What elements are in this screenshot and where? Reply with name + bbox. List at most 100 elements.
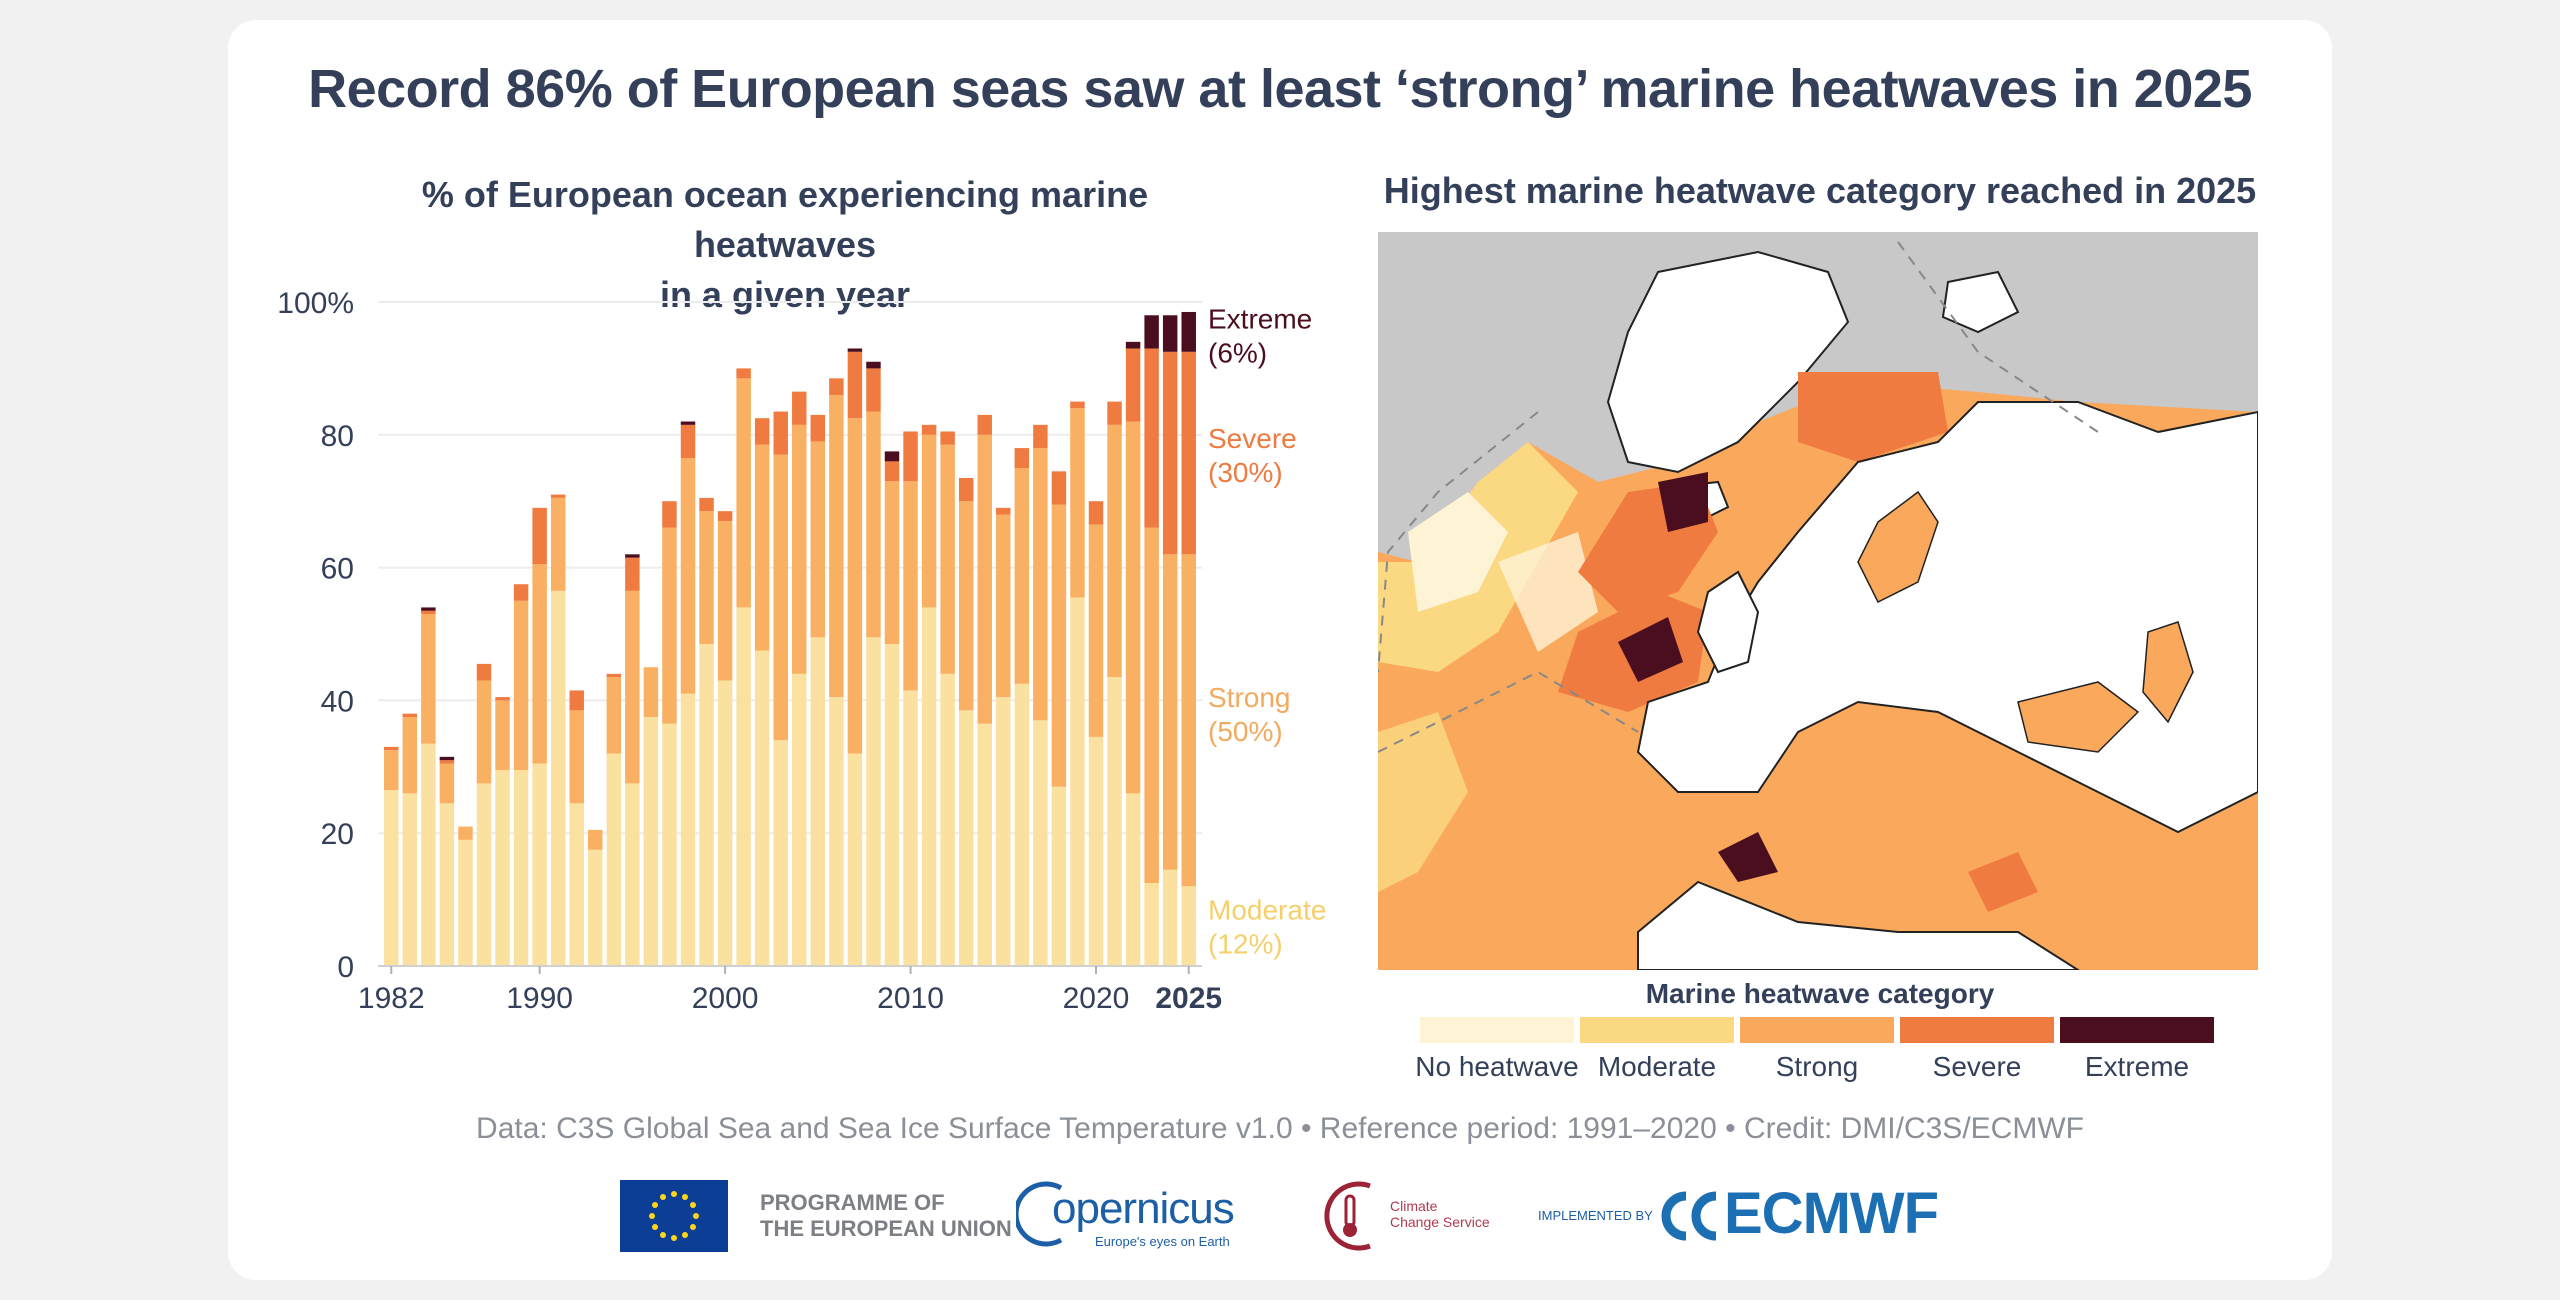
legend-label-severe: Severe — [1932, 1051, 2022, 1082]
map-legend-title: Marine heatwave category — [1645, 978, 1995, 1009]
bar-segment-moderate — [921, 607, 937, 966]
bar-segment-moderate — [829, 697, 844, 966]
bar-segment-severe — [1033, 424, 1048, 449]
page-title: Record 86% of European seas saw at least… — [308, 59, 2252, 119]
bar-segment-strong — [958, 501, 974, 711]
y-tick-label: 0 — [337, 951, 354, 984]
bar-segment-severe — [754, 418, 770, 445]
bar-segment-strong — [606, 677, 622, 754]
eu-stars-icon — [649, 1191, 699, 1241]
c3s-logo-text: Climate Change Service — [1390, 1198, 1490, 1230]
severe-patch-aegean — [1968, 852, 2038, 912]
c3s-text-line1: Climate — [1390, 1198, 1438, 1214]
bar-segment-strong — [495, 700, 510, 771]
bar-segment-moderate — [717, 680, 733, 966]
y-tick-label: 80 — [321, 420, 354, 453]
bar-segment-severe — [680, 424, 696, 459]
bar-segment-severe — [958, 477, 974, 502]
bar-segment-strong — [476, 680, 492, 784]
x-tick-label: 2010 — [877, 982, 944, 1015]
extreme-patch-med — [1718, 832, 1778, 882]
bar-segment-severe — [1088, 501, 1104, 525]
bar-segment-moderate — [847, 753, 863, 966]
bar-segment-severe — [866, 368, 881, 412]
series-label-moderate: Moderate — [1208, 895, 1326, 926]
series-label-severe: Severe — [1208, 423, 1297, 454]
bar-segment-moderate — [736, 607, 751, 966]
bar-segment-moderate — [958, 710, 974, 966]
bar-segment-severe — [1162, 351, 1178, 555]
region-boundary-3 — [1897, 241, 2099, 433]
bar-segment-extreme — [884, 451, 900, 462]
legend-swatch-strong — [1740, 1017, 1894, 1043]
bar-segment-strong — [810, 441, 826, 638]
x-tick-label: 2000 — [692, 982, 759, 1015]
bar-segment-strong — [421, 614, 436, 744]
bar-segment-strong — [458, 826, 473, 840]
bar-segment-strong — [773, 454, 788, 741]
bar-segment-severe — [847, 351, 863, 419]
africa-land — [1637, 880, 2080, 970]
bar-segment-moderate — [569, 803, 584, 966]
x-tick-label: 2025 — [1155, 982, 1222, 1015]
bar-segment-moderate — [1107, 677, 1122, 966]
bar-segment-strong — [1088, 524, 1104, 737]
legend-label-strong: Strong — [1775, 1051, 1859, 1082]
bar-segment-severe — [1051, 471, 1067, 505]
bar-segment-strong — [532, 564, 547, 764]
bar-segment-severe — [977, 414, 992, 435]
bar-segment-severe — [1125, 348, 1141, 422]
bar-segment-severe — [421, 610, 436, 615]
bar-segment-moderate — [439, 803, 455, 966]
legend-swatch-moderate — [1580, 1017, 1734, 1043]
bar-segment-severe — [884, 461, 900, 482]
bar-segment-strong — [569, 710, 584, 804]
bar-segment-extreme — [847, 348, 863, 352]
bar-segment-strong — [699, 511, 714, 644]
bar-segment-severe — [439, 760, 455, 764]
ecmwf-symbol-icon — [1661, 1191, 1717, 1241]
bar-segment-moderate — [810, 637, 826, 966]
bar-segment-severe — [773, 411, 788, 455]
bar-segment-extreme — [1125, 341, 1141, 349]
bar-segment-severe — [384, 746, 399, 751]
bar-segment-strong — [1014, 468, 1030, 684]
series-label-pct-extreme: (6%) — [1208, 338, 1267, 369]
no-heatwave-patch — [1408, 492, 1508, 612]
bar-segment-strong — [680, 458, 696, 694]
bar-segment-moderate — [903, 690, 918, 966]
bar-segment-strong — [439, 763, 455, 804]
bar-segment-severe — [996, 507, 1011, 515]
bar-segment-strong — [1107, 424, 1122, 678]
bar-segment-extreme — [680, 421, 696, 425]
data-credit: Data: C3S Global Sea and Sea Ice Surface… — [476, 1112, 2084, 1145]
bar-segment-severe — [513, 584, 529, 601]
bar-segment-moderate — [606, 753, 622, 966]
bar-segment-strong — [717, 521, 733, 681]
y-tick-label: 100% — [277, 287, 354, 320]
mediterranean-sea — [1678, 752, 2138, 970]
bar-segment-strong — [662, 527, 677, 724]
legend-swatch-no-heatwave — [1420, 1017, 1574, 1043]
bar-segment-strong — [884, 481, 900, 644]
bar-segment-moderate — [643, 717, 659, 966]
bar-segment-moderate — [884, 643, 900, 966]
extreme-patch-atlantic — [1618, 617, 1683, 682]
bar-segment-moderate — [1144, 883, 1159, 966]
bar-segment-strong — [1162, 554, 1178, 870]
bar-segment-extreme — [421, 607, 436, 611]
bar-segment-moderate — [625, 783, 640, 966]
bar-segment-severe — [736, 368, 751, 379]
bar-segment-severe — [625, 557, 640, 591]
series-label-extreme: Extreme — [1208, 304, 1312, 335]
legend-label-moderate: Moderate — [1597, 1051, 1717, 1082]
bar-segment-moderate — [792, 673, 807, 966]
eu-flag-logo — [620, 1180, 728, 1252]
ecmwf-logo-text: ECMWF — [1724, 1181, 1939, 1246]
bar-segment-severe — [495, 697, 510, 701]
bar-segment-moderate — [977, 723, 992, 966]
severe-patch-barents — [1798, 372, 1948, 462]
bar-segment-strong — [996, 514, 1011, 698]
bar-segment-extreme — [1162, 315, 1178, 352]
map-title: Highest marine heatwave category reached… — [1383, 170, 2257, 211]
